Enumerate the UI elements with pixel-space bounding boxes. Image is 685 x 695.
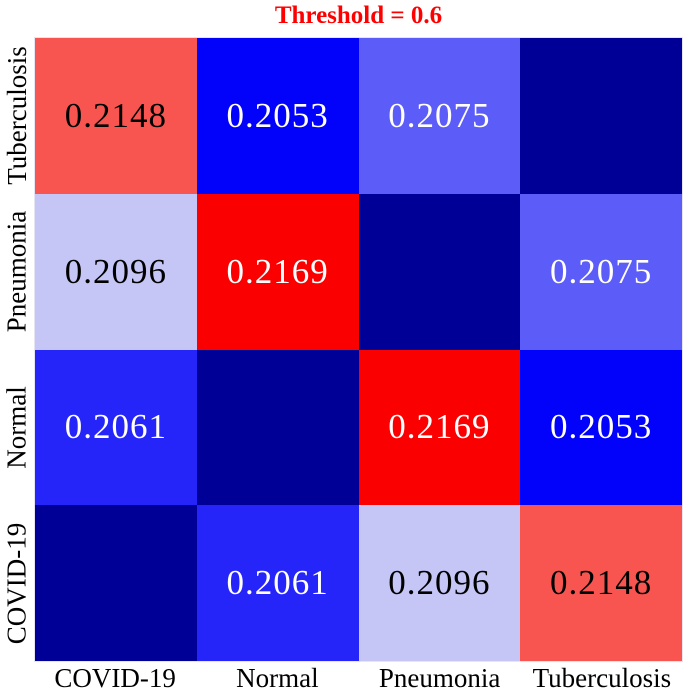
heatmap-cell-r3c0 bbox=[35, 505, 197, 661]
heatmap-cell-r0c3 bbox=[520, 38, 682, 194]
y-axis-label-tuberculosis: Tuberculosis bbox=[1, 45, 32, 185]
heatmap-grid: 0.2148 0.2053 0.2075 0.2096 0.2169 0.207… bbox=[34, 37, 683, 662]
cell-value: 0.2061 bbox=[64, 407, 167, 447]
heatmap-cell-r2c0: 0.2061 bbox=[35, 349, 197, 506]
x-axis-label-covid19: COVID-19 bbox=[54, 663, 176, 693]
cell-value: 0.2053 bbox=[550, 407, 653, 447]
y-axis-label-covid19: COVID-19 bbox=[1, 523, 32, 645]
cell-value: 0.2096 bbox=[388, 563, 491, 603]
heatmap-cell-r3c3: 0.2148 bbox=[520, 505, 682, 661]
cell-value: 0.2053 bbox=[226, 95, 329, 135]
cell-value: 0.2075 bbox=[388, 95, 491, 135]
heatmap-cell-r2c3: 0.2053 bbox=[520, 349, 682, 506]
heatmap-cell-r2c1 bbox=[196, 349, 359, 506]
heatmap-cell-r3c2: 0.2096 bbox=[358, 505, 521, 661]
y-axis-label-pneumonia: Pneumonia bbox=[1, 210, 32, 333]
x-axis-label-pneumonia: Pneumonia bbox=[378, 663, 501, 693]
y-axis-label-normal: Normal bbox=[1, 386, 32, 469]
cell-value: 0.2096 bbox=[64, 251, 167, 291]
heatmap-cell-r0c1: 0.2053 bbox=[196, 38, 359, 194]
heatmap-cell-r1c0: 0.2096 bbox=[35, 193, 197, 350]
y-axis-labels: Tuberculosis Pneumonia Normal COVID-19 bbox=[0, 37, 34, 662]
cell-value: 0.2061 bbox=[226, 563, 329, 603]
cell-value: 0.2075 bbox=[550, 251, 653, 291]
x-axis-labels: COVID-19 Normal Pneumonia Tuberculosis bbox=[34, 662, 683, 695]
x-axis-label-tuberculosis: Tuberculosis bbox=[532, 663, 672, 693]
heatmap-cell-r1c3: 0.2075 bbox=[520, 193, 682, 350]
heatmap-cell-r1c2 bbox=[358, 193, 521, 350]
heatmap-cell-r1c1: 0.2169 bbox=[196, 193, 359, 350]
heatmap-cell-r0c0: 0.2148 bbox=[35, 38, 197, 194]
chart-title: Threshold = 0.6 bbox=[274, 2, 443, 29]
heatmap-cell-r2c2: 0.2169 bbox=[358, 349, 521, 506]
x-axis-label-normal: Normal bbox=[236, 663, 319, 693]
heatmap-cell-r0c2: 0.2075 bbox=[358, 38, 521, 194]
cell-value: 0.2169 bbox=[226, 251, 329, 291]
cell-value: 0.2148 bbox=[550, 563, 653, 603]
cell-value: 0.2148 bbox=[64, 95, 167, 135]
cell-value: 0.2169 bbox=[388, 407, 491, 447]
heatmap-cell-r3c1: 0.2061 bbox=[196, 505, 359, 661]
